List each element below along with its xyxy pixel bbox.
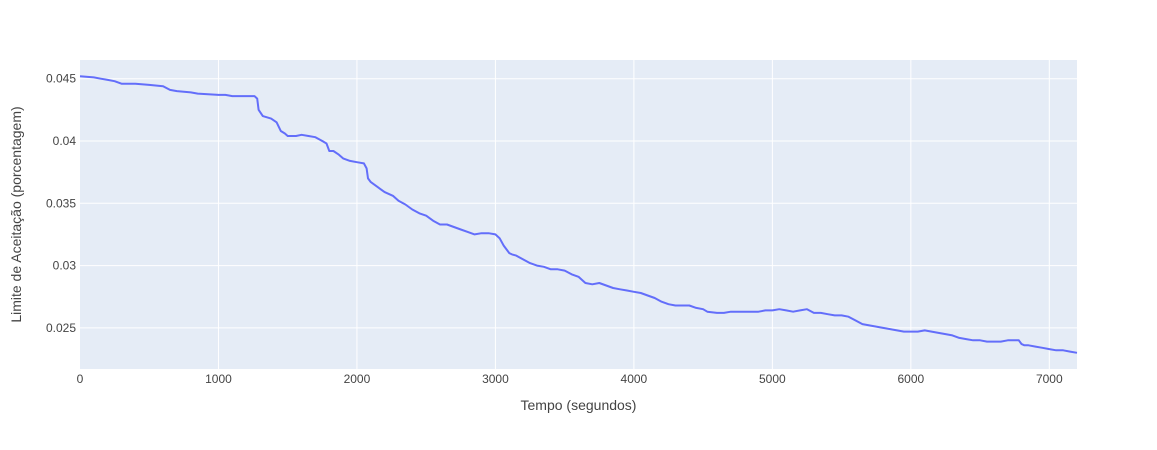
y-axis-title: Limite de Aceitação (porcentagem) (8, 106, 24, 322)
x-axis-title: Tempo (segundos) (521, 397, 637, 413)
y-tick-label: 0.025 (46, 321, 76, 335)
series-line (79, 75, 1078, 354)
x-tick-label: 3000 (482, 372, 509, 386)
x-tick-label: 6000 (897, 372, 924, 386)
plot-area (80, 60, 1077, 369)
x-tick-label: 1000 (205, 372, 232, 386)
y-tick-label: 0.03 (53, 259, 77, 273)
x-tick-label: 2000 (344, 372, 371, 386)
x-tick-label: 7000 (1036, 372, 1063, 386)
y-tick-label: 0.035 (46, 196, 76, 210)
x-tick-label: 4000 (621, 372, 648, 386)
x-axis-ticks: 0 1000 2000 3000 4000 5000 6000 7000 (77, 372, 1063, 386)
y-axis-ticks: 0.025 0.03 0.035 0.04 0.045 (46, 72, 76, 335)
y-tick-label: 0.04 (53, 134, 77, 148)
x-tick-label: 5000 (759, 372, 786, 386)
y-tick-label: 0.045 (46, 72, 76, 86)
x-tick-label: 0 (77, 372, 84, 386)
grid-lines (80, 60, 1077, 369)
